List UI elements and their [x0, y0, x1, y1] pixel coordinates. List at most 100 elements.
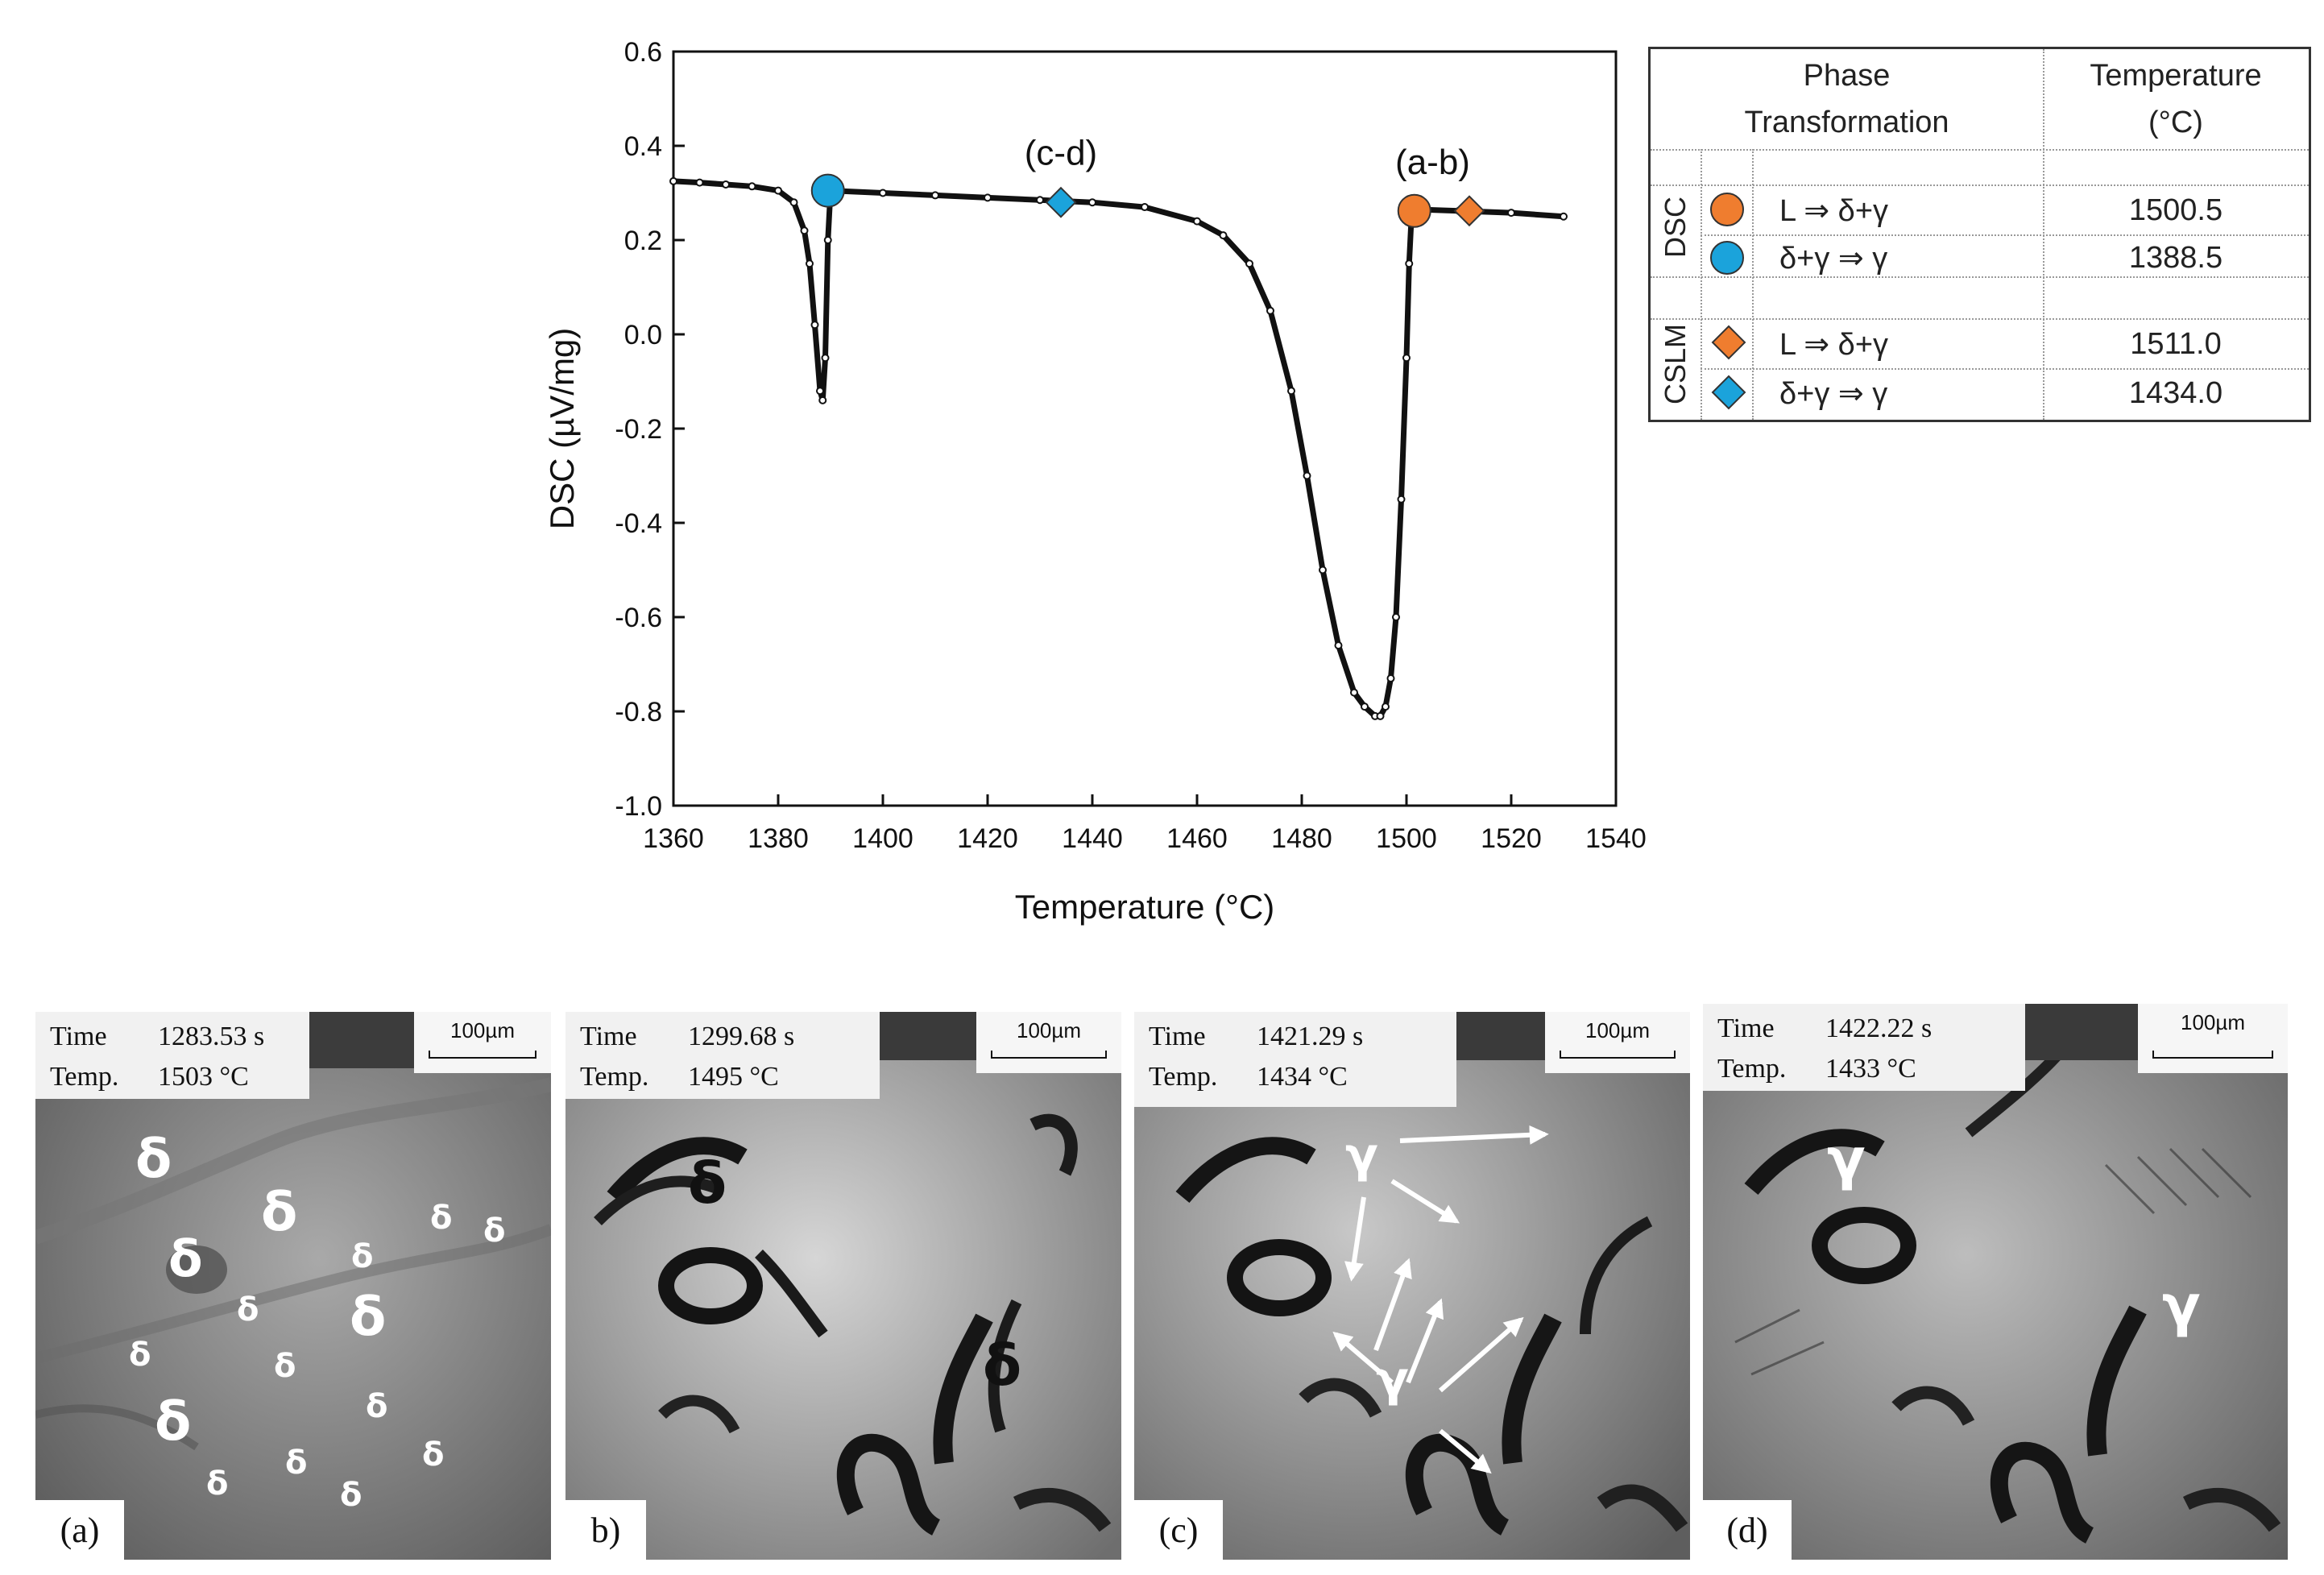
data-point [1405, 259, 1414, 268]
data-point [823, 236, 832, 244]
phase-label-a-13: δ [422, 1436, 445, 1473]
data-point [984, 193, 992, 202]
micrograph-panel-c: Time 1421.29 s Temp. 1434 °C 100µm γ γ (c) [1134, 1012, 1690, 1560]
panel-letter-c: (c) [1134, 1500, 1223, 1560]
data-point [1266, 306, 1274, 315]
data-point [1088, 198, 1096, 207]
phase-label-a-6: δ [430, 1200, 453, 1237]
data-point [1376, 711, 1385, 720]
scale-bar-c: 100µm [1545, 1012, 1690, 1073]
y-tick-label: 0.4 [624, 131, 662, 162]
data-point [879, 189, 887, 197]
annotation-label: (c-d) [1025, 133, 1097, 172]
info-box-c: Time 1421.29 s Temp. 1434 °C [1134, 1012, 1456, 1107]
diamond-marker [1045, 186, 1077, 218]
y-tick-label: 0.6 [624, 37, 662, 68]
phase-label-a-1: δ [135, 1128, 172, 1190]
header-temperature: Temperature (°C) [2090, 59, 2262, 139]
phase-label-b-2: δ [983, 1333, 1022, 1399]
header-phase-transformation: Phase Transformation [1744, 59, 1949, 139]
data-point [1386, 674, 1395, 683]
data-point [1507, 209, 1515, 218]
x-tick-label: 1540 [1585, 823, 1647, 854]
group-label-cslm: CSLM [1659, 323, 1692, 405]
y-tick-label: -0.4 [615, 508, 662, 539]
data-point [1350, 688, 1358, 697]
y-tick-label: -1.0 [615, 791, 662, 822]
transformation-markers [810, 173, 1485, 228]
data-point [748, 182, 756, 191]
circle-marker [1397, 193, 1431, 228]
y-tick-label: 0.0 [624, 320, 662, 350]
data-point [1193, 217, 1201, 226]
scale-bar-b: 100µm [976, 1012, 1121, 1073]
data-point [1319, 566, 1327, 574]
phase-label-a-4: δ [350, 1286, 387, 1348]
phase-label-a-14: δ [285, 1444, 308, 1482]
data-point [695, 178, 704, 187]
orange-circle-icon [1710, 193, 1744, 226]
data-point [669, 176, 677, 185]
data-point [1361, 703, 1369, 711]
transformation-cslm-2: δ+γ ⇒ γ [1779, 376, 1888, 411]
data-point [789, 198, 798, 207]
data-point [806, 259, 814, 268]
phase-label-d-2: γ [2162, 1273, 2201, 1339]
panel-letter-d: (d) [1703, 1500, 1792, 1560]
phase-label-c-1: γ [1345, 1127, 1378, 1183]
x-tick-label: 1480 [1271, 823, 1332, 854]
x-tick-label: 1400 [852, 823, 913, 854]
micrograph-panel-b: Time 1299.68 s Temp. 1495 °C 100µm δ δ b) [565, 1012, 1121, 1560]
chart-annotations: (c-d) (a-b) [1025, 133, 1470, 182]
y-tick-label: -0.2 [615, 414, 662, 445]
data-point [1392, 613, 1400, 621]
phase-label-b-1: δ [688, 1150, 727, 1216]
transformation-dsc-2: δ+γ ⇒ γ [1779, 241, 1888, 276]
data-point [800, 226, 809, 235]
phase-label-a-9: δ [237, 1291, 259, 1328]
data-point [1397, 495, 1406, 504]
x-tick-label: 1420 [957, 823, 1018, 854]
phase-label-a-7: δ [483, 1212, 506, 1250]
phase-label-a-12: δ [366, 1388, 388, 1425]
x-axis: 1360 1380 1400 1420 1440 1460 1480 1500 1520 1540 [643, 794, 1647, 854]
data-point [774, 186, 782, 195]
data-point [810, 321, 819, 330]
panel-letter-a: (a) [35, 1500, 124, 1560]
data-point [1560, 212, 1568, 221]
data-point [1303, 471, 1311, 480]
temperature-cslm-2: 1434.0 [2128, 375, 2223, 410]
scale-bar-d: 100µm [2138, 1004, 2288, 1073]
y-axis-title: DSC (µV/mg) [543, 328, 581, 530]
data-point [1245, 259, 1253, 268]
circle-marker [810, 173, 845, 208]
transformation-cslm-1: L ⇒ δ+γ [1779, 327, 1889, 362]
panel-letter-b: b) [565, 1500, 646, 1560]
y-tick-label: -0.8 [615, 697, 662, 727]
micrograph-image-b [565, 1012, 1121, 1560]
info-box-b: Time 1299.68 s Temp. 1495 °C [565, 1012, 880, 1099]
x-tick-label: 1440 [1062, 823, 1123, 854]
y-tick-label: -0.6 [615, 603, 662, 633]
scale-bar-a: 100µm [414, 1012, 551, 1073]
y-axis: 0.6 0.4 0.2 0.0 -0.2 -0.4 -0.6 -0.8 -1.0 [615, 37, 685, 822]
dsc-curve-points [669, 176, 1568, 720]
dsc-chart: 1360 1380 1400 1420 1440 1460 1480 1500 1520 1540… [543, 37, 1647, 926]
temperature-cslm-1: 1511.0 [2130, 326, 2222, 361]
annotation-label: (a-b) [1395, 143, 1470, 182]
temperature-dsc-2: 1388.5 [2128, 240, 2223, 275]
phase-label-d-1: γ [1827, 1126, 1866, 1192]
data-point [1219, 231, 1228, 240]
phase-label-a-8: δ [351, 1238, 374, 1275]
x-tick-label: 1520 [1481, 823, 1542, 854]
orange-diamond-icon [1711, 325, 1746, 360]
micrograph-panel-d: Time 1422.22 s Temp. 1433 °C 100µm γ γ (d) [1703, 1004, 2288, 1560]
data-point [931, 191, 939, 200]
phase-label-a-10: δ [129, 1337, 151, 1374]
phase-transformation-table: Phase Transformation Temperature (°C) DS… [1648, 47, 2311, 422]
phase-label-c-2: γ [1376, 1351, 1409, 1407]
x-tick-label: 1500 [1376, 823, 1437, 854]
data-point [816, 387, 824, 396]
plot-frame [672, 50, 1618, 807]
micrograph-image-a [35, 1012, 551, 1560]
